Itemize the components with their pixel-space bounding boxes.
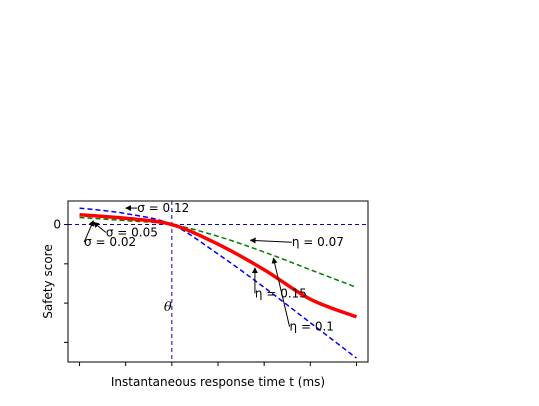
annotation-arrow bbox=[249, 237, 292, 244]
annotation-label: η = 0.1 bbox=[290, 320, 334, 334]
y-axis-label: Safety score bbox=[41, 244, 55, 318]
annotation-label: σ = 0.02 bbox=[84, 235, 136, 249]
x-axis-label: Instantaneous response time t (ms) bbox=[111, 375, 325, 389]
annotation-arrow bbox=[92, 221, 107, 233]
annotation-label: η = 0.15 bbox=[255, 286, 307, 300]
series-line-1 bbox=[79, 216, 357, 289]
annotation-arrow bbox=[83, 220, 95, 243]
annotation-label: η = 0.07 bbox=[292, 235, 344, 249]
annotation-arrow bbox=[271, 257, 291, 327]
series-line-2 bbox=[79, 212, 358, 319]
annotation-label: σ = 0.12 bbox=[137, 201, 189, 215]
series-line-0 bbox=[79, 207, 357, 359]
annotation-label: σ = 0.05 bbox=[106, 225, 158, 239]
y-tick-label: 0 bbox=[53, 218, 61, 232]
threshold-label: θ bbox=[164, 300, 172, 315]
